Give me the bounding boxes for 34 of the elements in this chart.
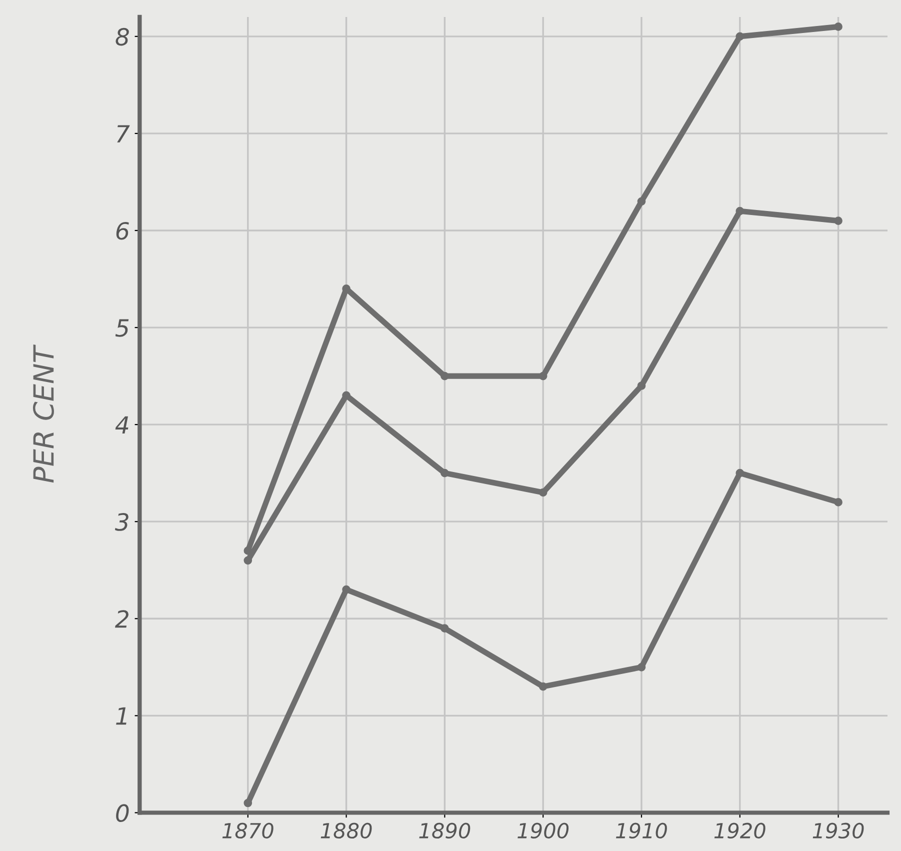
point	[440, 372, 449, 380]
y-tick-label: 3	[114, 513, 128, 531]
y-tick-label: 4	[115, 416, 128, 434]
point	[440, 624, 449, 633]
y-tick-label: 6	[116, 222, 129, 240]
point	[244, 798, 252, 808]
y-tick-label: 1	[116, 707, 126, 725]
x-tick-label: 1910	[616, 822, 667, 839]
point	[538, 488, 548, 497]
point	[538, 682, 548, 691]
x-tick-label: 1930	[812, 822, 864, 839]
point	[834, 498, 842, 506]
x-tick-label: 1920	[714, 822, 766, 839]
y-tick-label: 7	[117, 125, 130, 142]
y-axis-title: PER CENT	[32, 344, 54, 483]
point	[637, 662, 646, 672]
point	[637, 382, 646, 390]
point	[440, 468, 449, 478]
point	[244, 556, 252, 565]
x-tick-label: 1870	[222, 822, 274, 839]
y-tick-label: 8	[116, 28, 129, 46]
y-tick-label: 5	[115, 319, 129, 337]
x-tick-label: 1890	[419, 822, 470, 839]
x-tick-label: 1900	[518, 822, 569, 839]
point	[736, 206, 744, 216]
point	[736, 32, 744, 41]
y-tick-label: 0	[116, 804, 129, 822]
point	[342, 585, 350, 594]
y-tick-label: 2	[115, 610, 128, 628]
point	[736, 468, 744, 478]
x-tick-label: 1880	[320, 822, 372, 839]
point	[834, 216, 842, 225]
point	[637, 197, 646, 206]
point	[834, 22, 842, 31]
